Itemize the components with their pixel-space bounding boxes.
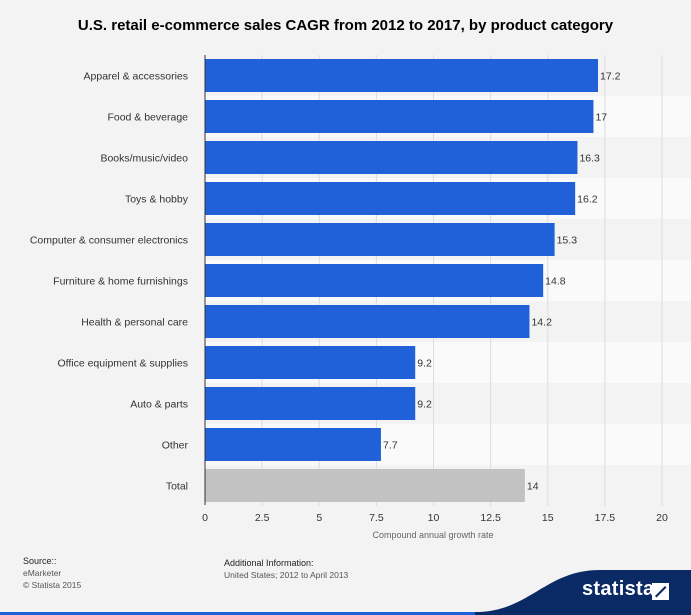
x-tick-label: 7.5 [369,512,384,524]
value-label: 16.3 [579,153,600,165]
category-label: Apparel & accessories [84,71,188,83]
x-tick-label: 20 [656,512,668,524]
bar[interactable] [205,182,576,215]
x-tick-label: 0 [202,512,208,524]
value-labels: 17.2 17 16.3 16.2 15.3 14.8 14.2 9.2 9.2 7.7 14 [383,71,621,493]
category-label: Toys & hobby [125,194,189,206]
bar[interactable] [205,264,544,297]
x-tick-labels: 0 2.5 5 7.5 10 12.5 15 17.5 20 [202,512,668,524]
x-axis-label: Compound annual growth rate [372,530,493,540]
x-tick-label: 5 [316,512,322,524]
value-label: 14 [527,481,539,493]
bar-chart: 17.2 17 16.3 16.2 15.3 14.8 14.2 9.2 9.2 7.7 14 Ap… [29,55,668,540]
bar[interactable] [205,59,599,92]
category-label: Other [162,440,189,452]
value-label: 7.7 [383,440,398,452]
x-tick-label: 17.5 [595,512,616,524]
value-label: 14.8 [545,276,566,288]
category-label: Computer & consumer electronics [30,235,188,247]
category-label: Health & personal care [81,317,188,329]
category-label: Books/music/video [100,153,188,165]
value-label: 9.2 [417,358,432,370]
bar[interactable] [205,141,578,174]
copyright: © Statista 2015 [23,580,82,590]
bar[interactable] [205,100,594,133]
value-label: 17 [595,112,607,124]
value-label: 17.2 [600,71,621,83]
category-label: Furniture & home furnishings [53,276,188,288]
bar[interactable] [205,428,381,461]
bar[interactable] [205,223,555,256]
additional-info-label: Additional Information: [224,558,314,568]
bars [205,59,599,502]
bar-total[interactable] [205,469,525,502]
bar[interactable] [205,346,416,379]
category-label: Total [166,481,188,493]
value-label: 15.3 [557,235,578,247]
x-tick-label: 12.5 [480,512,501,524]
bar[interactable] [205,305,530,338]
category-label: Office equipment & supplies [57,358,188,370]
additional-info-text: United States; 2012 to April 2013 [224,570,349,580]
value-label: 9.2 [417,399,432,411]
statista-logo-icon [652,583,669,600]
value-label: 14.2 [531,317,552,329]
x-tick-label: 10 [428,512,440,524]
source-name: eMarketer [23,568,62,578]
category-label: Food & beverage [107,112,188,124]
category-labels: Apparel & accessories Food & beverage Book… [30,71,189,493]
bar[interactable] [205,387,416,420]
source-label: Source:: [23,556,57,566]
value-label: 16.2 [577,194,598,206]
x-tick-label: 15 [542,512,554,524]
category-label: Auto & parts [130,399,188,411]
statista-logo[interactable]: statista [582,578,655,600]
chart-title: U.S. retail e-commerce sales CAGR from 2… [77,17,614,34]
x-tick-label: 2.5 [255,512,270,524]
source-block: Source:: eMarketer © Statista 2015 [23,555,81,591]
additional-info-block: Additional Information: United States; 2… [224,557,348,581]
brand-band [0,570,691,615]
